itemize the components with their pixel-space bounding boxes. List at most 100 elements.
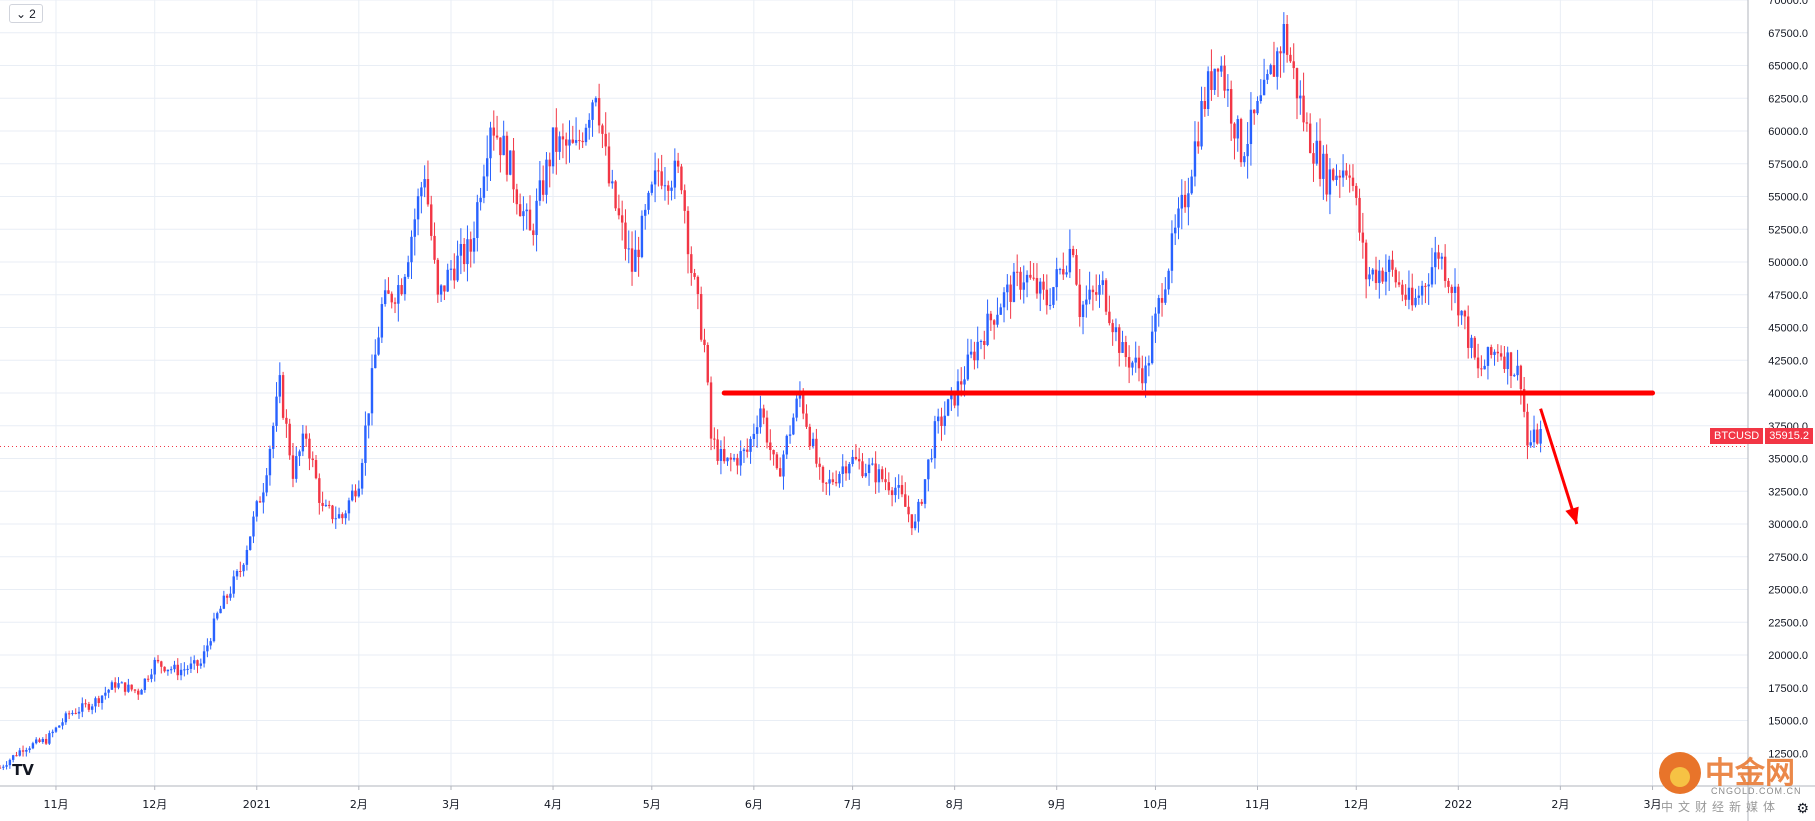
candle-body [1463, 310, 1467, 317]
collapse-toolbar-button[interactable]: ⌄ 2 [9, 4, 43, 23]
candle-body [1095, 292, 1098, 295]
candle-body [848, 464, 851, 474]
candle-body [1371, 269, 1374, 275]
candle-body [518, 204, 522, 217]
candle-body [1177, 208, 1180, 228]
candle-body [265, 475, 268, 493]
candle-body [1045, 289, 1049, 306]
y-tick-label: 65000.0 [1768, 61, 1808, 73]
candle-body [1266, 74, 1269, 80]
candle-body [966, 354, 970, 380]
candle-body [166, 669, 170, 672]
candle-body [97, 698, 100, 704]
candle-body [1407, 287, 1411, 300]
candle-body [370, 368, 374, 414]
candle-body [35, 739, 38, 744]
candle-body [607, 146, 611, 184]
candle-body [1223, 65, 1226, 91]
candle-body [5, 765, 8, 767]
candle-body [321, 502, 324, 506]
candle-body [1170, 233, 1174, 271]
candle-body [640, 215, 644, 258]
candle-body [834, 482, 838, 484]
candle-body [1332, 169, 1335, 180]
candle-body [726, 457, 729, 462]
candle-body [21, 750, 25, 752]
candle-body [1256, 101, 1259, 114]
candle-body [1539, 428, 1542, 444]
candle-body [387, 290, 390, 294]
candle-body [380, 304, 384, 338]
tradingview-logo[interactable]: TV [8, 758, 38, 782]
candle-body [15, 755, 18, 757]
candle-body [1085, 299, 1088, 305]
candle-body [449, 268, 453, 270]
candle-body [1174, 227, 1177, 234]
candle-body [940, 416, 943, 426]
candle-body [795, 398, 798, 418]
candle-body [364, 425, 367, 463]
candle-body [739, 451, 742, 466]
candle-body [584, 127, 588, 143]
cngold-logo-icon [1659, 752, 1701, 794]
candle-body [77, 711, 81, 714]
candle-body [183, 669, 186, 671]
candle-body [31, 743, 35, 749]
candle-body [1052, 287, 1055, 305]
candle-body [1361, 232, 1365, 243]
candle-body [1012, 271, 1016, 302]
candle-body [426, 179, 430, 205]
candle-body [1002, 292, 1006, 308]
y-tick-label: 55000.0 [1768, 192, 1808, 204]
candle-body [416, 196, 420, 220]
candle-body [660, 171, 663, 186]
candle-body [1160, 298, 1164, 303]
candle-body [871, 463, 874, 465]
candle-body [1460, 310, 1463, 316]
candle-body [1141, 368, 1144, 384]
candle-body [482, 176, 486, 198]
candle-body [489, 127, 492, 159]
candle-body [910, 514, 914, 529]
candle-body [222, 595, 226, 609]
chevron-down-icon: ⌄ [16, 6, 27, 21]
candle-body [1187, 193, 1190, 208]
y-tick-label: 45000.0 [1768, 323, 1808, 335]
candle-body [390, 293, 393, 303]
candle-body [1006, 284, 1009, 293]
candle-body [1197, 141, 1200, 147]
candle-body [1496, 351, 1500, 354]
candle-body [1381, 270, 1384, 282]
candle-body [650, 184, 653, 193]
candle-body [1062, 269, 1065, 275]
candle-body [884, 479, 887, 483]
x-tick-label: 12月 [1344, 798, 1369, 811]
candle-body [821, 466, 825, 483]
candle-body [588, 119, 591, 128]
candle-body [123, 682, 127, 692]
candle-body [1075, 255, 1078, 285]
gear-icon[interactable]: ⚙ [1796, 800, 1809, 816]
y-tick-label: 62500.0 [1768, 93, 1808, 105]
y-tick-label: 70000.0 [1768, 0, 1808, 7]
candle-body [1404, 294, 1407, 300]
candle-body [18, 750, 21, 756]
candle-body [1302, 95, 1305, 123]
x-tick-label: 7月 [844, 798, 862, 811]
candle-body [1427, 284, 1430, 287]
candle-body [881, 469, 884, 480]
candle-body [446, 269, 449, 292]
candle-body [413, 219, 416, 237]
candle-body [1220, 65, 1223, 72]
candle-body [160, 661, 163, 667]
candle-body [867, 464, 871, 474]
candle-body [667, 185, 670, 191]
y-tick-label: 40000.0 [1768, 388, 1808, 400]
candle-body [1351, 177, 1355, 186]
candle-body [1042, 281, 1045, 290]
candle-body [137, 690, 140, 695]
candle-body [291, 455, 295, 479]
candle-body [212, 618, 216, 642]
candle-body [324, 504, 328, 506]
